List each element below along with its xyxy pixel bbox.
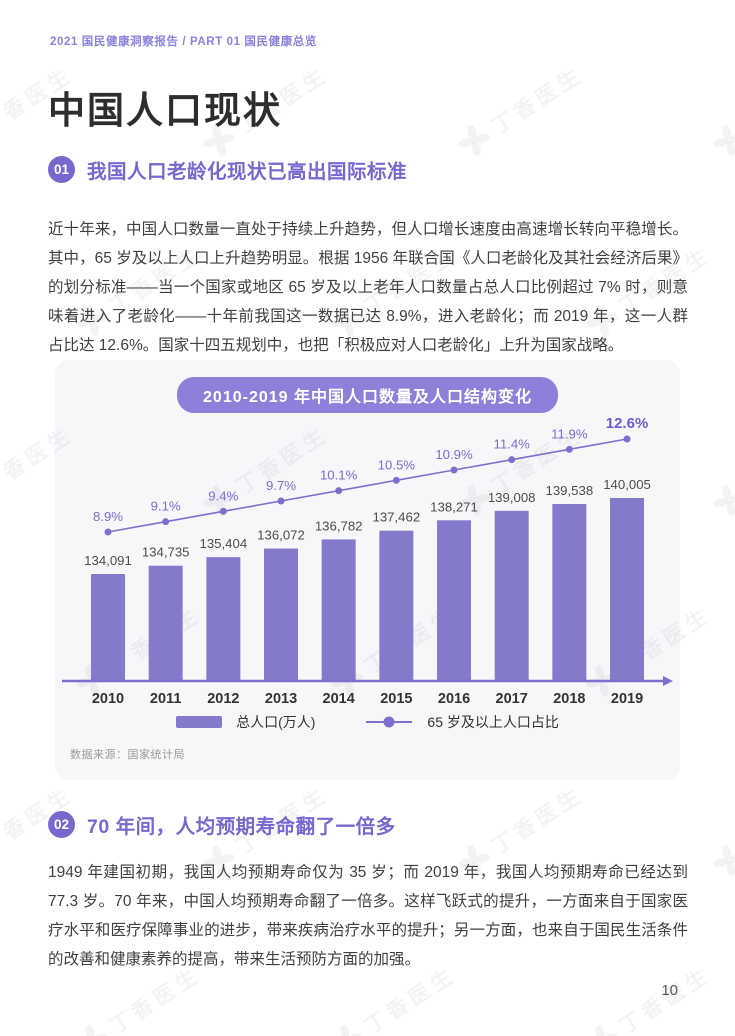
section-02-heading-row: 02 70 年间，人均预期寿命翻了一倍多 [48, 810, 396, 839]
x-axis-label: 2015 [380, 691, 412, 707]
x-axis-label: 2010 [92, 691, 124, 707]
line-dot [162, 518, 170, 526]
chart-title-pill: 2010-2019 年中国人口数量及人口结构变化 [177, 377, 558, 413]
bar-2019 [610, 498, 645, 680]
line-value-label: 10.9% [435, 447, 473, 462]
bar-2016 [437, 520, 472, 680]
chart-legend: 总人口(万人) 65 岁及以上人口占比 [55, 712, 680, 732]
page-title: 中国人口现状 [48, 90, 282, 131]
line-dot [508, 456, 516, 464]
bar-value-label: 134,735 [142, 545, 190, 560]
line-dot [450, 466, 458, 474]
population-combo-chart: 134,091 134,735 135,404 136,072 136,782 137,4… [62, 415, 673, 707]
x-axis-label: 2017 [496, 691, 528, 707]
bar-2017 [494, 510, 529, 680]
section-02-paragraph: 1949 年建国初期，我国人均预期寿命仅为 35 岁；而 2019 年，我国人均… [48, 864, 688, 968]
section-01-paragraph: 近十年来，中国人口数量一直处于持续上升趋势，但人口增长速度由高速增长转向平稳增长… [48, 221, 688, 354]
line-value-label: 8.9% [93, 509, 123, 524]
x-axis-label: 2011 [150, 691, 181, 707]
legend-line-label: 65 岁及以上人口占比 [427, 714, 559, 730]
bar-2018 [552, 504, 587, 680]
x-axis-label: 2013 [265, 691, 297, 707]
bar-value-label: 139,538 [546, 483, 594, 498]
section-01-heading-row: 01 我国人口老龄化现状已高出国际标准 [48, 155, 407, 184]
watermark: 丁香医生 [453, 59, 588, 161]
bar-value-label: 138,271 [430, 499, 478, 514]
line-dot [335, 487, 343, 495]
bar-value-label: 140,005 [603, 477, 651, 492]
section-01-title: 我国人口老龄化现状已高出国际标准 [87, 161, 408, 183]
legend-line-swatch [366, 716, 413, 728]
watermark: 丁香医生 [708, 779, 735, 881]
bar-value-label: 136,072 [257, 528, 305, 543]
percentage-line [107, 438, 628, 533]
section-02-badge: 02 [48, 811, 75, 838]
line-value-label: 10.1% [320, 468, 358, 483]
line-value-label: 12.6% [606, 415, 649, 432]
line-value-label: 9.4% [208, 488, 238, 503]
line-value-label: 9.1% [151, 499, 181, 514]
section-02-title: 70 年间，人均预期寿命翻了一倍多 [87, 816, 396, 838]
bar-2015 [379, 530, 414, 680]
line-dot [104, 528, 112, 536]
x-axis-label: 2018 [553, 691, 585, 707]
line-value-label: 11.4% [493, 437, 530, 452]
bar-value-label: 136,782 [315, 518, 363, 533]
bar-2013 [264, 548, 299, 680]
bar-value-label: 139,008 [488, 490, 536, 505]
line-dot [623, 435, 631, 443]
population-chart-card: 2010-2019 年中国人口数量及人口结构变化 134,091 134,735 1… [55, 360, 680, 780]
bar-2012 [206, 557, 241, 680]
line-value-label: 10.5% [378, 457, 416, 472]
line-dot [277, 497, 285, 505]
x-axis-label: 2016 [438, 691, 470, 707]
page-number: 10 [661, 982, 678, 999]
x-axis-arrow [663, 676, 673, 686]
bar-2010 [91, 574, 125, 680]
bar-value-label: 134,091 [84, 553, 132, 568]
legend-bar-label: 总人口(万人) [236, 714, 316, 730]
line-value-label: 9.7% [266, 478, 296, 493]
watermark: 丁香医生 [708, 419, 735, 521]
line-dot [219, 507, 227, 515]
line-value-label: 11.9% [551, 426, 588, 441]
bar-value-label: 135,404 [200, 536, 248, 551]
chart-source: 数据来源：国家统计局 [70, 749, 185, 761]
watermark: 丁香医生 [708, 59, 735, 161]
line-dot [392, 476, 400, 484]
bar-value-label: 137,462 [373, 510, 421, 525]
bar-2014 [321, 539, 356, 680]
x-axis-label: 2012 [207, 691, 239, 707]
x-axis-label: 2014 [323, 691, 355, 707]
bar-2011 [148, 565, 183, 680]
section-01-badge: 01 [48, 156, 75, 183]
breadcrumb: 2021 国民健康洞察报告 / PART 01 国民健康总览 [50, 36, 317, 48]
legend-bar-swatch [176, 716, 223, 728]
x-axis-label: 2019 [611, 691, 643, 707]
line-dot [565, 445, 573, 453]
